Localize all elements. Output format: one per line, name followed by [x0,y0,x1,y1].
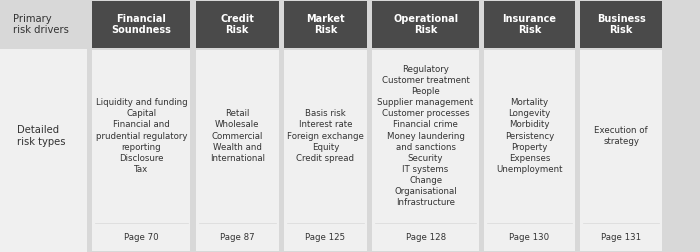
Text: Page 125: Page 125 [305,233,346,242]
Text: Page 70: Page 70 [124,233,159,242]
Text: Execution of
strategy: Execution of strategy [594,126,648,146]
Bar [196,1,279,48]
Bar [196,50,279,251]
Bar [484,1,575,48]
Text: Primary
risk drivers: Primary risk drivers [13,14,69,35]
Bar [372,1,479,48]
Text: Credit
Risk: Credit Risk [220,14,254,35]
Bar [580,1,662,48]
Text: Financial
Soundness: Financial Soundness [111,14,172,35]
Bar [580,50,662,251]
Bar [284,1,367,48]
Text: Page 128: Page 128 [405,233,446,242]
Text: Detailed
risk types: Detailed risk types [17,125,66,147]
Text: Business
Risk: Business Risk [597,14,645,35]
Text: Insurance
Risk: Insurance Risk [503,14,556,35]
Bar [92,1,190,48]
Text: Basis risk
Interest rate
Foreign exchange
Equity
Credit spread: Basis risk Interest rate Foreign exchang… [287,109,364,163]
Text: Regulatory
Customer treatment
People
Supplier management
Customer processes
Fina: Regulatory Customer treatment People Sup… [377,65,474,207]
Bar [0,49,87,252]
Text: Market
Risk: Market Risk [306,14,345,35]
Bar [484,50,575,251]
Bar [284,50,367,251]
Text: Page 131: Page 131 [601,233,641,242]
Text: Retail
Wholesale
Commercial
Wealth and
International: Retail Wholesale Commercial Wealth and I… [210,109,265,163]
Bar [372,50,479,251]
Text: Mortality
Longevity
Morbidity
Persistency
Property
Expenses
Unemployment: Mortality Longevity Morbidity Persistenc… [496,98,563,174]
Text: Page 130: Page 130 [510,233,550,242]
Text: Page 87: Page 87 [220,233,255,242]
Text: Liquidity and funding
Capital
Financial and
prudential regulatory
reporting
Disc: Liquidity and funding Capital Financial … [96,98,187,174]
Text: Operational
Risk: Operational Risk [393,14,458,35]
Bar [92,50,190,251]
